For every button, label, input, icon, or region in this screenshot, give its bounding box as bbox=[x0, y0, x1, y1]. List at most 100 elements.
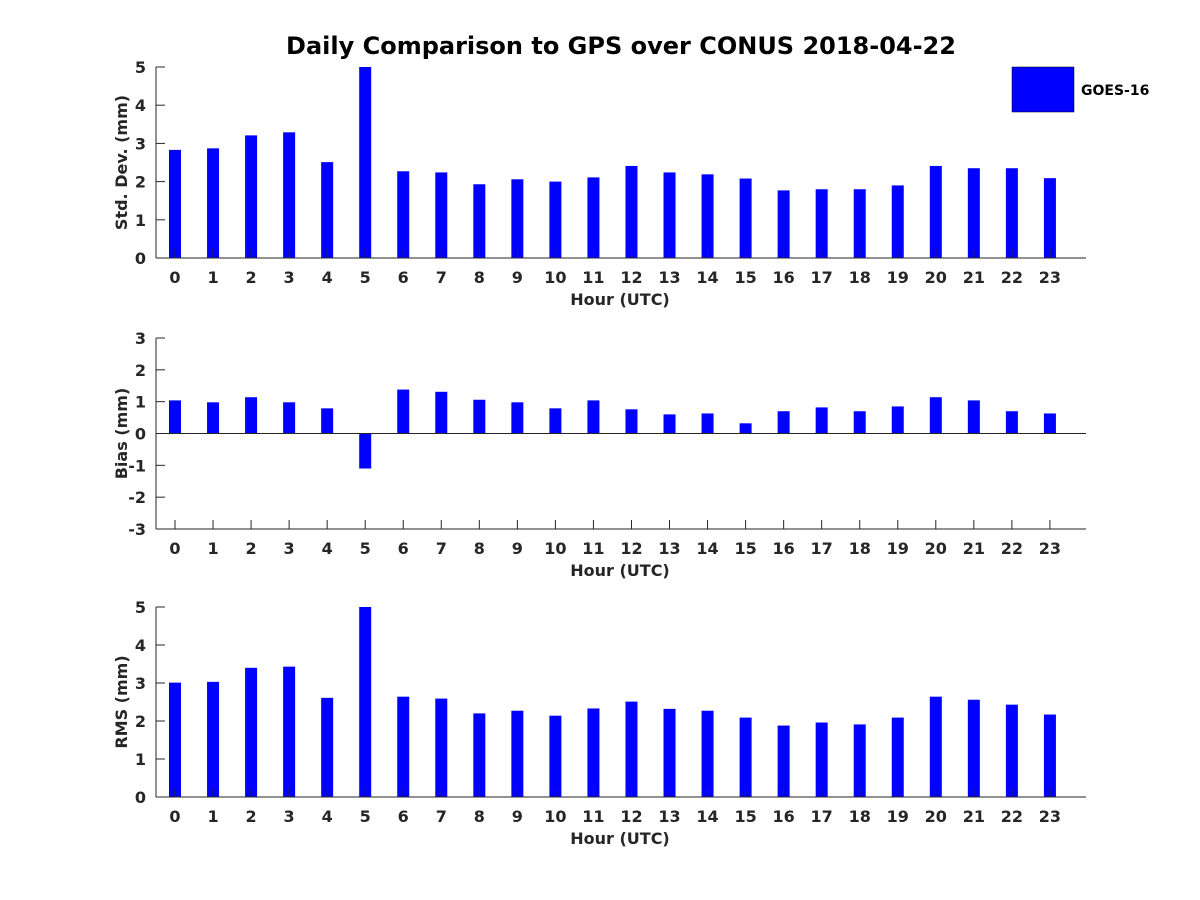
stddev-x-tick-label: 9 bbox=[512, 268, 523, 287]
rms-x-tick-label: 7 bbox=[436, 807, 447, 826]
bar-bias-hour-7 bbox=[435, 391, 448, 434]
rms-x-axis-label: Hour (UTC) bbox=[570, 829, 670, 848]
bar-rms-hour-6 bbox=[397, 696, 410, 797]
bias-x-tick-label: 9 bbox=[512, 539, 523, 558]
rms-y-tick-label: 2 bbox=[135, 712, 146, 731]
stddev-x-tick-label: 16 bbox=[773, 268, 795, 287]
stddev-x-tick-label: 1 bbox=[207, 268, 218, 287]
bias-x-tick-label: 14 bbox=[696, 539, 718, 558]
bar-stddev-hour-10 bbox=[549, 181, 562, 258]
bias-x-tick-label: 10 bbox=[544, 539, 566, 558]
stddev-x-tick-label: 3 bbox=[284, 268, 295, 287]
bar-stddev-hour-16 bbox=[777, 190, 790, 258]
bar-stddev-hour-9 bbox=[511, 179, 524, 258]
rms-x-tick-label: 10 bbox=[544, 807, 566, 826]
bias-x-tick-label: 3 bbox=[284, 539, 295, 558]
rms-x-tick-label: 19 bbox=[887, 807, 909, 826]
stddev-x-tick-label: 10 bbox=[544, 268, 566, 287]
rms-x-tick-label: 21 bbox=[963, 807, 985, 826]
bar-bias-hour-21 bbox=[967, 400, 980, 434]
rms-x-tick-label: 11 bbox=[582, 807, 604, 826]
rms-x-tick-label: 5 bbox=[360, 807, 371, 826]
bar-bias-hour-10 bbox=[549, 408, 562, 434]
stddev-x-tick-label: 11 bbox=[582, 268, 604, 287]
bar-rms-hour-14 bbox=[701, 710, 714, 797]
bar-rms-hour-9 bbox=[511, 710, 524, 797]
rms-x-tick-label: 22 bbox=[1001, 807, 1023, 826]
stddev-x-tick-label: 5 bbox=[360, 268, 371, 287]
bar-rms-hour-10 bbox=[549, 715, 562, 797]
bar-rms-hour-18 bbox=[853, 724, 866, 797]
bias-x-tick-label: 23 bbox=[1039, 539, 1061, 558]
bias-x-tick-label: 4 bbox=[322, 539, 333, 558]
bar-stddev-hour-23 bbox=[1043, 178, 1056, 258]
bar-stddev-hour-17 bbox=[815, 189, 828, 258]
rms-x-tick-label: 14 bbox=[696, 807, 718, 826]
stddev-x-tick-label: 20 bbox=[925, 268, 947, 287]
bias-x-tick-label: 18 bbox=[849, 539, 871, 558]
bar-rms-hour-1 bbox=[207, 681, 220, 797]
bar-stddev-hour-22 bbox=[1005, 168, 1018, 258]
bar-bias-hour-16 bbox=[777, 411, 790, 434]
rms-x-tick-label: 8 bbox=[474, 807, 485, 826]
stddev-x-axis-label: Hour (UTC) bbox=[570, 290, 670, 309]
stddev-x-tick-label: 23 bbox=[1039, 268, 1061, 287]
rms-x-tick-label: 0 bbox=[169, 807, 180, 826]
bar-rms-hour-17 bbox=[815, 722, 828, 797]
rms-x-tick-label: 18 bbox=[849, 807, 871, 826]
bar-rms-hour-21 bbox=[967, 699, 980, 797]
stddev-y-tick-label: 1 bbox=[135, 211, 146, 230]
bar-bias-hour-23 bbox=[1043, 413, 1056, 434]
stddev-x-tick-label: 19 bbox=[887, 268, 909, 287]
bar-stddev-hour-7 bbox=[435, 172, 448, 258]
bias-y-tick-label: 3 bbox=[135, 329, 146, 348]
bar-stddev-hour-12 bbox=[625, 165, 638, 258]
bar-rms-hour-22 bbox=[1005, 704, 1018, 797]
stddev-x-tick-label: 7 bbox=[436, 268, 447, 287]
rms-y-tick-label: 3 bbox=[135, 674, 146, 693]
stddev-x-tick-label: 21 bbox=[963, 268, 985, 287]
bias-x-tick-label: 2 bbox=[246, 539, 257, 558]
stddev-x-tick-label: 12 bbox=[620, 268, 642, 287]
bar-rms-hour-8 bbox=[473, 713, 486, 797]
stddev-x-tick-label: 8 bbox=[474, 268, 485, 287]
bar-rms-hour-3 bbox=[283, 666, 296, 797]
bar-stddev-hour-1 bbox=[207, 148, 220, 258]
rms-x-tick-label: 9 bbox=[512, 807, 523, 826]
rms-x-tick-label: 2 bbox=[246, 807, 257, 826]
bar-stddev-hour-2 bbox=[245, 135, 258, 258]
bar-rms-hour-23 bbox=[1043, 714, 1056, 797]
bar-stddev-hour-0 bbox=[169, 149, 181, 258]
bias-y-tick-label: -2 bbox=[128, 488, 146, 507]
bias-x-tick-label: 6 bbox=[398, 539, 409, 558]
stddev-x-tick-label: 22 bbox=[1001, 268, 1023, 287]
rms-y-tick-label: 4 bbox=[135, 636, 146, 655]
bar-rms-hour-19 bbox=[891, 717, 904, 797]
bar-stddev-hour-13 bbox=[663, 172, 676, 258]
bar-bias-hour-17 bbox=[815, 407, 828, 434]
bar-bias-hour-19 bbox=[891, 406, 904, 434]
stddev-y-tick-label: 5 bbox=[135, 58, 146, 77]
bias-y-tick-label: 1 bbox=[135, 393, 146, 412]
bar-rms-hour-4 bbox=[321, 697, 334, 797]
stddev-x-tick-label: 4 bbox=[322, 268, 333, 287]
bar-rms-hour-2 bbox=[245, 667, 258, 797]
bar-bias-hour-4 bbox=[321, 408, 334, 434]
stddev-x-tick-label: 15 bbox=[734, 268, 756, 287]
stddev-y-tick-label: 4 bbox=[135, 96, 146, 115]
rms-x-tick-label: 23 bbox=[1039, 807, 1061, 826]
bar-rms-hour-12 bbox=[625, 701, 638, 797]
rms-y-tick-label: 1 bbox=[135, 750, 146, 769]
bias-y-tick-label: -1 bbox=[128, 456, 146, 475]
bar-rms-hour-5 bbox=[359, 607, 372, 797]
stddev-x-tick-label: 13 bbox=[658, 268, 680, 287]
bias-x-tick-label: 12 bbox=[620, 539, 642, 558]
rms-x-tick-label: 1 bbox=[207, 807, 218, 826]
bar-rms-hour-20 bbox=[929, 696, 942, 797]
stddev-x-tick-label: 2 bbox=[246, 268, 257, 287]
bar-rms-hour-13 bbox=[663, 708, 676, 797]
bar-bias-hour-0 bbox=[169, 400, 181, 434]
